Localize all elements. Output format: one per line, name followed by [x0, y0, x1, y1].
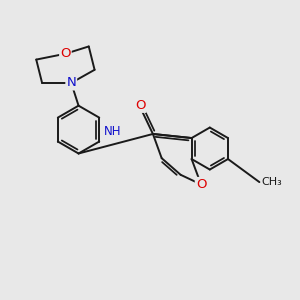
Text: NH: NH: [103, 125, 121, 139]
Text: O: O: [60, 47, 71, 60]
Text: O: O: [196, 178, 206, 191]
Text: CH₃: CH₃: [262, 177, 283, 187]
Text: O: O: [135, 99, 146, 112]
Text: N: N: [66, 76, 76, 89]
